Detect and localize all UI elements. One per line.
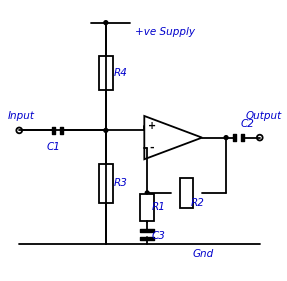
Circle shape	[224, 136, 228, 140]
Text: Output: Output	[245, 111, 282, 121]
Text: +: +	[148, 121, 156, 131]
Text: Input: Input	[8, 111, 35, 121]
Text: +ve Supply: +ve Supply	[135, 28, 195, 37]
Bar	[181, 178, 193, 208]
Bar	[140, 194, 154, 221]
Text: Gnd: Gnd	[192, 249, 214, 259]
Bar	[99, 56, 113, 90]
Text: C3: C3	[152, 231, 166, 241]
Text: R1: R1	[152, 202, 166, 212]
Circle shape	[145, 191, 149, 195]
Text: R2: R2	[191, 198, 204, 208]
Polygon shape	[144, 116, 202, 159]
Text: -: -	[150, 143, 154, 153]
Text: C2: C2	[241, 119, 254, 129]
Circle shape	[104, 128, 108, 132]
Text: C1: C1	[47, 142, 61, 152]
Text: R3: R3	[114, 178, 127, 188]
Circle shape	[104, 21, 108, 24]
Text: R4: R4	[114, 68, 127, 78]
Bar	[99, 164, 113, 203]
